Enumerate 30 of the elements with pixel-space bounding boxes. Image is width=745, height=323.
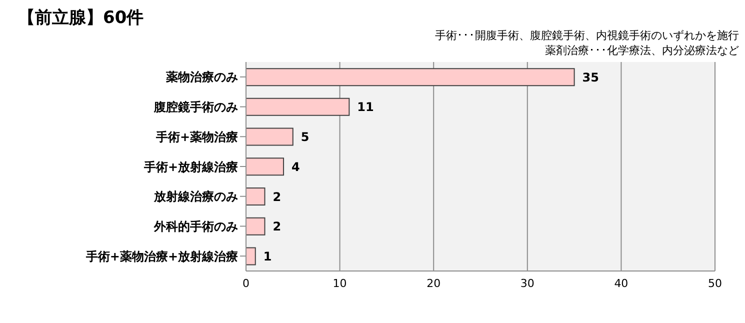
x-tick-label: 40 <box>614 276 628 290</box>
bar <box>246 217 266 236</box>
data-label: 5 <box>300 130 310 144</box>
data-label: 2 <box>272 220 282 234</box>
x-tick-label: 20 <box>426 276 441 290</box>
x-tick-label: 50 <box>708 276 722 290</box>
bar <box>246 247 256 266</box>
text: 薬剤治療･･･化学療法、内分泌療法など <box>544 43 739 58</box>
bar <box>246 187 266 206</box>
data-label: 35 <box>582 70 600 84</box>
y-tick-label: 外科的手術のみ <box>153 219 238 234</box>
y-tick-label: 手術+薬物治療 <box>154 130 238 144</box>
x-tick-label: 30 <box>520 276 534 290</box>
bar <box>246 128 294 146</box>
text: 手術･･･開腹手術、腹腔鏡手術、内視鏡手術のいずれかを施行 <box>435 28 739 43</box>
bar <box>246 68 575 86</box>
text: 【前立腺】60件 <box>18 7 144 29</box>
y-tick-label: 手術+薬物治療+放射線治療 <box>84 249 238 264</box>
x-tick-label: 10 <box>332 276 347 290</box>
data-label: 11 <box>357 100 374 114</box>
x-tick-label: 0 <box>242 276 250 290</box>
data-label: 4 <box>292 160 300 174</box>
bar <box>246 98 350 116</box>
data-label: 2 <box>272 190 282 204</box>
bar <box>246 158 284 176</box>
y-tick-label: 手術+放射線治療 <box>142 160 238 174</box>
y-tick-label: 腹腔鏡手術のみ <box>153 100 238 114</box>
data-label: 1 <box>263 249 272 264</box>
y-tick-label: 薬物治療のみ <box>165 70 238 84</box>
y-tick-label: 放射線治療のみ <box>153 190 238 204</box>
